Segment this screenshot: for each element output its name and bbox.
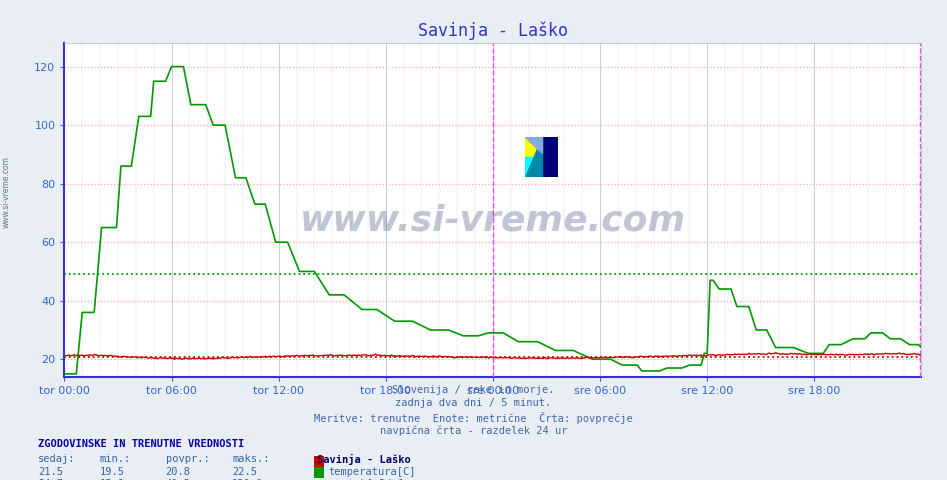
Bar	[542, 137, 558, 177]
Text: pretok[m3/s]: pretok[m3/s]	[329, 479, 403, 480]
Text: 21.5: 21.5	[38, 467, 63, 477]
Text: 19.5: 19.5	[99, 467, 124, 477]
Text: temperatura[C]: temperatura[C]	[329, 467, 416, 477]
Polygon shape	[526, 137, 542, 153]
Text: www.si-vreme.com: www.si-vreme.com	[2, 156, 11, 228]
Text: www.si-vreme.com: www.si-vreme.com	[300, 203, 686, 237]
Polygon shape	[526, 137, 542, 177]
Text: Savinja - Laško: Savinja - Laško	[317, 454, 411, 465]
Text: navpična črta - razdelek 24 ur: navpična črta - razdelek 24 ur	[380, 425, 567, 436]
Text: 15.9: 15.9	[99, 479, 124, 480]
Text: 120.0: 120.0	[232, 479, 263, 480]
Title: Savinja - Laško: Savinja - Laško	[418, 22, 568, 40]
Bar	[526, 137, 542, 156]
Text: 20.8: 20.8	[166, 467, 190, 477]
Text: min.:: min.:	[99, 454, 131, 464]
Text: Meritve: trenutne  Enote: metrične  Črta: povprečje: Meritve: trenutne Enote: metrične Črta: …	[314, 412, 633, 424]
Text: povpr.:: povpr.:	[166, 454, 209, 464]
Bar	[526, 156, 542, 177]
Text: sedaj:: sedaj:	[38, 454, 76, 464]
Text: 24.7: 24.7	[38, 479, 63, 480]
Text: 49.3: 49.3	[166, 479, 190, 480]
Text: zadnja dva dni / 5 minut.: zadnja dva dni / 5 minut.	[396, 398, 551, 408]
Text: Slovenija / reke in morje.: Slovenija / reke in morje.	[392, 385, 555, 395]
Text: ZGODOVINSKE IN TRENUTNE VREDNOSTI: ZGODOVINSKE IN TRENUTNE VREDNOSTI	[38, 439, 244, 449]
Text: 22.5: 22.5	[232, 467, 257, 477]
Text: maks.:: maks.:	[232, 454, 270, 464]
